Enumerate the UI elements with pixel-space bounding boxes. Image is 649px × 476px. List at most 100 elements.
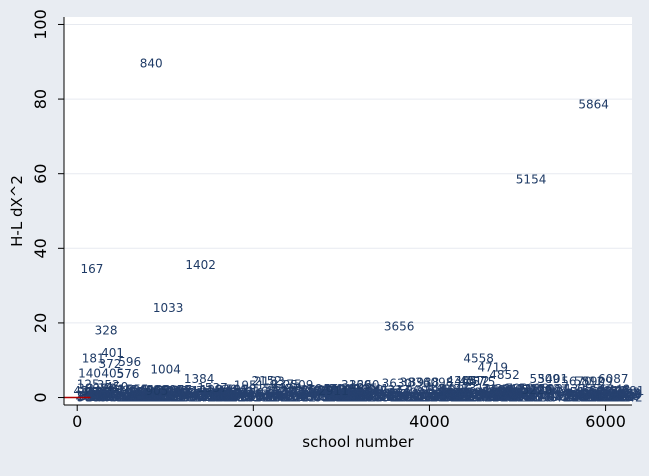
cluster-label: 1236 [120,391,151,405]
cluster-label: 1612 [568,388,599,402]
cluster-label: 2719 [389,387,420,401]
cluster-label: 1780 [128,386,159,400]
cluster-label: 2456 [199,390,230,404]
cluster-label: 3764 [416,384,447,398]
point-label: 1402 [185,258,216,272]
cluster-label: 974 [593,388,616,402]
cluster-label: 4150 [501,390,532,404]
cluster-label: 5741 [129,385,160,399]
cluster-label: 1808 [571,390,602,404]
cluster-label: 2609 [300,386,331,400]
point-label: 4457 [454,374,485,388]
cluster-label: 2057 [225,390,256,404]
cluster-label: 5748 [179,386,210,400]
cluster-label: 2123 [265,390,296,404]
cluster-label: 2246 [207,391,238,405]
cluster-label: 5419 [502,386,533,400]
cluster-label: 5984 [467,388,498,402]
cluster-label: 2613 [587,385,618,399]
cluster-label: 993 [350,387,373,401]
cluster-label: 2267 [158,387,189,401]
cluster-label: 1320 [442,390,473,404]
cluster-label: 6016 [102,382,133,396]
cluster-label: 5504 [323,382,354,396]
point-label: 352 [97,378,120,392]
cluster-label: 1177 [595,389,626,403]
cluster-label: 3827 [198,388,229,402]
cluster-label: 182 [448,386,471,400]
cluster-label: 3589 [334,385,365,399]
cluster-label: 5233 [166,391,197,405]
cluster-label: 5348 [600,383,631,397]
cluster-label: 4145 [138,389,169,403]
point-label: 43 [73,384,88,398]
point-label: 5909 [582,374,613,388]
cluster-label: 988 [552,390,575,404]
point-label: 1951 [234,379,265,393]
cluster-label: 2691 [405,384,436,398]
cluster-label: 631 [409,389,432,403]
cluster-label: 1887 [489,390,520,404]
cluster-label: 3079 [166,390,197,404]
cluster-label: 5018 [358,388,389,402]
point-label: 181 [82,351,105,365]
point-label: 405 [101,366,124,380]
cluster-label: 4503 [316,383,347,397]
cluster-label: 3683 [322,384,353,398]
cluster-label: 4386 [300,389,331,403]
cluster-label: 3695 [118,384,149,398]
cluster-label: 111 [604,384,627,398]
cluster-label: 762 [495,387,518,401]
cluster-label: 2432 [555,382,586,396]
cluster-label: 1214 [116,390,147,404]
cluster-label: 1140 [527,390,558,404]
cluster-label: 988 [529,384,552,398]
cluster-label: 1510 [512,385,543,399]
cluster-label: 1478 [324,390,355,404]
cluster-label: 1997 [76,389,107,403]
cluster-label: 6148 [212,388,243,402]
point-label: 5154 [516,172,547,186]
cluster-label: 4653 [148,391,179,405]
y-axis-label: H-L dX^2 [8,175,26,247]
cluster-label: 2235 [494,390,525,404]
cluster-label: 1461 [130,384,161,398]
x-tick-label: 2000 [233,412,274,431]
cluster-label: 5506 [452,391,483,405]
cluster-label: 4001 [209,389,240,403]
point-label: 167 [80,262,103,276]
cluster-label: 4613 [439,390,470,404]
cluster-label: 3861 [609,387,640,401]
cluster-label: 3983 [510,390,541,404]
cluster-label: 3778 [352,391,383,405]
cluster-label: 3180 [146,390,177,404]
cluster-label: 1033 [114,390,145,404]
cluster-label: 625 [547,389,570,403]
cluster-label: 2086 [208,390,239,404]
cluster-label: 1085 [171,391,202,405]
cluster-label: 1471 [344,389,375,403]
cluster-label: 4451 [217,383,248,397]
cluster-label: 1802 [91,388,122,402]
cluster-label: 2199 [525,390,556,404]
cluster-label: 2671 [566,388,597,402]
cluster-label: 2607 [84,385,115,399]
cluster-label: 2050 [216,388,247,402]
cluster-label: 1226 [442,383,473,397]
cluster-label: 5040 [379,390,410,404]
cluster-label: 4367 [455,388,486,402]
cluster-label: 5938 [226,382,257,396]
cluster-label: 3647 [306,382,337,396]
cluster-label: 2407 [329,389,360,403]
cluster-label: 982 [90,390,113,404]
cluster-label: 2530 [313,389,344,403]
point-label: 2152 [251,374,282,388]
cluster-label: 1695 [278,388,309,402]
cluster-label: 3567 [301,383,332,397]
cluster-label: 3393 [313,389,344,403]
point-label: 5220 [522,383,553,397]
cluster-label: 4324 [489,385,520,399]
cluster-label: 1922 [417,389,448,403]
cluster-label: 969 [218,387,241,401]
